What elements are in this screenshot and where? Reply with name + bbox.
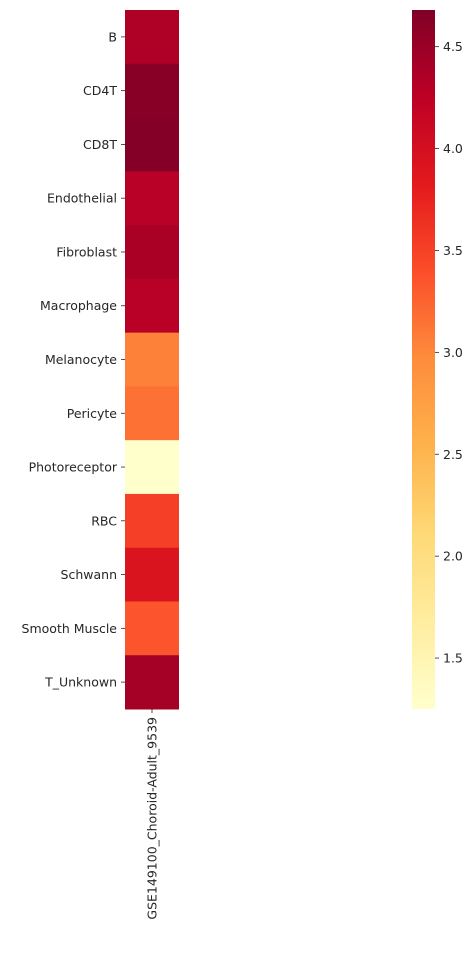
row-label: Fibroblast [56,244,117,259]
row-label: CD4T [83,83,117,98]
heatmap-cell [125,10,179,65]
row-label: Photoreceptor [29,460,118,475]
row-label: Macrophage [40,298,117,313]
row-labels: B CD4T CD8T Endothelial Fibroblast Macrophage… [22,29,125,690]
heatmap-cell [125,225,179,280]
row-label: Melanocyte [45,352,117,367]
row-label: Pericyte [67,406,118,421]
colorbar [412,10,435,709]
row-label: Endothelial [47,191,117,206]
heatmap-cell [125,171,179,226]
row-label: T_Unknown [44,675,117,690]
heatmap-cell [125,386,179,441]
colorbar-tick-label: 4.5 [443,39,463,54]
heatmap-cell [125,493,179,549]
heatmap-cell [125,117,179,172]
row-label: Smooth Muscle [22,621,118,636]
column-label: GSE149100_Choroid-Adult_9539 [145,717,160,920]
row-label: RBC [91,513,117,528]
colorbar-tick-label: 3.0 [443,345,463,360]
heatmap-cells [125,10,179,710]
heatmap-cell [125,440,179,495]
heatmap-cell [125,63,179,119]
heatmap-cell [125,547,179,602]
heatmap-cell [125,278,179,334]
column-labels: GSE149100_Choroid-Adult_9539 [145,709,160,920]
colorbar-tick-label: 4.0 [443,141,463,156]
heatmap-cell [125,601,179,656]
colorbar-tick-label: 2.5 [443,447,463,462]
colorbar-gradient [412,10,435,709]
row-label: B [108,29,117,44]
row-label: Schwann [61,567,117,582]
colorbar-tick-label: 1.5 [443,651,463,666]
colorbar-tick-label: 3.5 [443,243,463,258]
row-label: CD8T [83,137,117,152]
heatmap-cell [125,332,179,387]
heatmap-cell [125,655,179,710]
colorbar-ticks: 1.5 2.0 2.5 3.0 3.5 4.0 4.5 [435,39,463,666]
colorbar-tick-label: 2.0 [443,549,463,564]
